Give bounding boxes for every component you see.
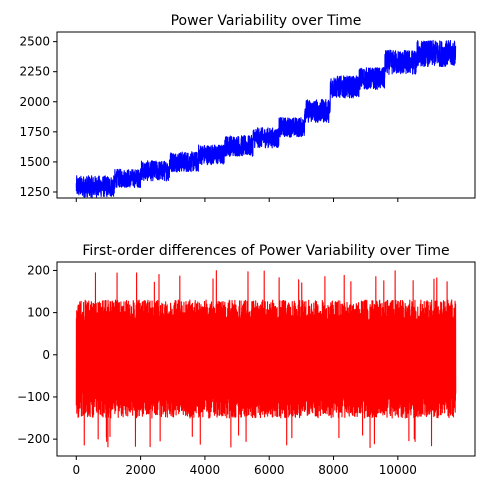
series-line (75, 39, 457, 198)
y-tick-label: 2250 (19, 65, 50, 79)
axes-frame (56, 261, 476, 457)
x-tick-label: 10000 (379, 463, 417, 477)
y-tick-label: 0 (42, 348, 50, 362)
x-tick-label: 4000 (190, 463, 221, 477)
y-tick-label: 100 (27, 306, 50, 320)
y-tick-label: 1500 (19, 155, 50, 169)
y-tick-label: 1250 (19, 185, 50, 199)
power-variability-panel: Power Variability over Time 1250 1500 1750 2… (19, 13, 476, 202)
y-tick-label: 2500 (19, 35, 50, 49)
y-tick-label: −200 (17, 432, 50, 446)
axes-frame (56, 31, 476, 199)
y-tick-label: 2000 (19, 95, 50, 109)
series-line (75, 270, 457, 449)
first-differences-panel: First-order differences of Power Variabi… (17, 243, 476, 477)
chart-title: First-order differences of Power Variabi… (82, 243, 449, 259)
x-tick-label: 0 (72, 463, 80, 477)
x-tick-label: 6000 (254, 463, 285, 477)
plot-area (75, 270, 457, 449)
y-tick-label: 200 (27, 263, 50, 277)
y-tick-label: 1750 (19, 125, 50, 139)
chart-title: Power Variability over Time (171, 13, 362, 29)
y-tick-label: −100 (17, 390, 50, 404)
plot-area (75, 39, 457, 198)
x-tick-label: 2000 (125, 463, 156, 477)
x-tick-label: 8000 (318, 463, 349, 477)
